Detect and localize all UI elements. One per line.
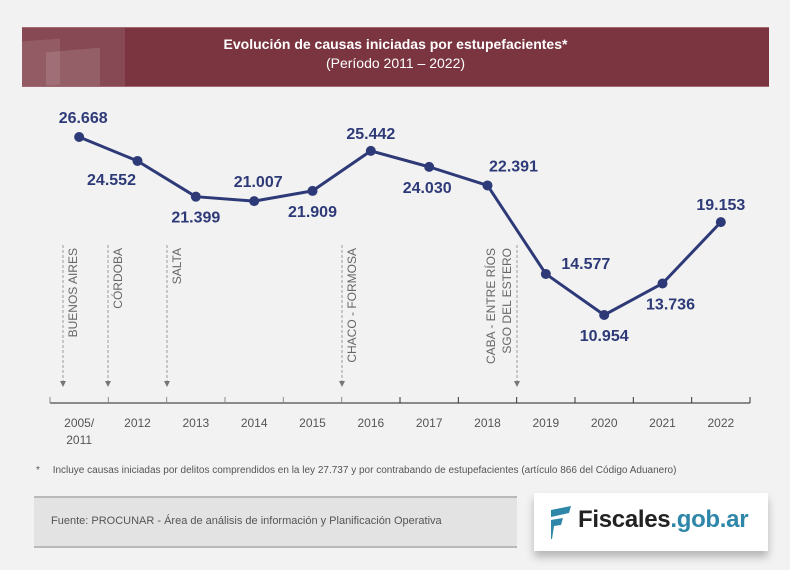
data-label: 21.399 — [171, 210, 220, 227]
data-point — [132, 155, 143, 166]
data-point — [540, 268, 551, 279]
data-point — [307, 185, 318, 196]
arrow-down-icon — [339, 381, 345, 387]
title-banner: Evolución de causas iniciadas por estupe… — [22, 27, 769, 87]
logo-name: Fiscales — [578, 506, 671, 533]
line-chart: BUENOS AIRES CÓRDOBA SALTA CHACO - FORMOSA C… — [49, 110, 751, 447]
series-line — [78, 135, 722, 317]
x-tick-label: 2016 — [357, 416, 384, 430]
annotation-marker: BUENOS AIRES — [60, 245, 80, 387]
x-axis: 2005/2011 2012 2013 2014 2015 2016 2017 2018 201… — [49, 397, 751, 447]
data-label: 24.552 — [87, 172, 136, 189]
data-point — [365, 145, 376, 156]
annotation-label: CABA - ENTRE RÍOS — [483, 248, 498, 364]
annotation-label: SGO DEL ESTERO — [500, 248, 514, 354]
data-label: 21.909 — [288, 204, 337, 221]
data-point — [715, 217, 726, 228]
source-box: Fuente: PROCUNAR - Área de análisis de i… — [34, 496, 517, 548]
annotation-label: CHACO - FORMOSA — [345, 248, 359, 363]
data-label: 14.577 — [561, 256, 610, 273]
data-label: 24.030 — [403, 180, 452, 197]
fiscales-logo: Fiscales.gob.ar — [534, 493, 768, 551]
annotation-label: CÓRDOBA — [110, 248, 125, 309]
data-point — [190, 191, 201, 202]
chart-subtitle: (Período 2011 – 2022) — [325, 55, 466, 71]
x-tick-label: 2021 — [649, 416, 676, 430]
x-tick-label: 2020 — [591, 416, 618, 430]
annotation-marker: CHACO - FORMOSA — [339, 245, 359, 387]
annotation-label: SALTA — [170, 248, 184, 284]
arrow-down-icon — [60, 381, 66, 387]
footnote: * Incluye causas iniciadas por delitos c… — [36, 465, 676, 476]
data-label: 25.442 — [346, 126, 395, 143]
data-point — [482, 180, 493, 191]
annotations-layer: BUENOS AIRES CÓRDOBA SALTA CHACO - FORMOSA C… — [60, 245, 520, 387]
logo-text: Fiscales.gob.ar — [578, 506, 749, 534]
x-tick-label: 2013 — [182, 416, 209, 430]
data-point — [657, 278, 668, 289]
annotation-marker: CÓRDOBA — [105, 245, 125, 387]
footnote-text: Incluye causas iniciadas por delitos com… — [52, 465, 677, 476]
data-label: 26.668 — [59, 110, 108, 127]
x-tick-label: 2017 — [416, 416, 443, 430]
data-point — [599, 310, 610, 320]
arrow-down-icon — [105, 381, 111, 387]
arrow-down-icon — [164, 381, 170, 387]
x-tick-label: 2011 — [66, 433, 92, 447]
data-label: 19.153 — [696, 197, 745, 214]
data-label: 22.391 — [489, 158, 538, 175]
data-label: 10.954 — [580, 328, 629, 345]
arrow-down-icon — [514, 381, 520, 387]
x-tick-label: 2022 — [707, 416, 734, 430]
series-layer — [74, 132, 726, 320]
logo-domain: .gob.ar — [670, 506, 749, 533]
x-tick-label: 2018 — [474, 416, 501, 430]
data-label: 13.736 — [646, 296, 695, 313]
x-tick-label: 2005/ — [64, 416, 95, 430]
fiscales-logo-icon — [551, 506, 571, 539]
footnote-marker: * — [36, 465, 40, 476]
data-point — [249, 196, 260, 207]
x-tick-label: 2019 — [532, 416, 559, 430]
data-labels-layer: 26.668 24.552 21.399 21.007 21.909 25.442 24.0… — [59, 110, 746, 345]
data-point — [74, 132, 85, 142]
annotation-label: BUENOS AIRES — [66, 248, 80, 337]
data-point — [424, 161, 435, 172]
annotation-marker: SALTA — [164, 245, 184, 387]
x-tick-label: 2014 — [241, 416, 268, 430]
banner-decoration — [22, 28, 125, 86]
chart-title: Evolución de causas iniciadas por estupe… — [223, 36, 568, 52]
data-label: 21.007 — [234, 174, 283, 191]
x-tick-label: 2012 — [124, 416, 151, 430]
source-text: Fuente: PROCUNAR - Área de análisis de i… — [51, 515, 442, 527]
annotation-marker: CABA - ENTRE RÍOS SGO DEL ESTERO — [483, 245, 520, 387]
x-tick-label: 2015 — [299, 416, 326, 430]
